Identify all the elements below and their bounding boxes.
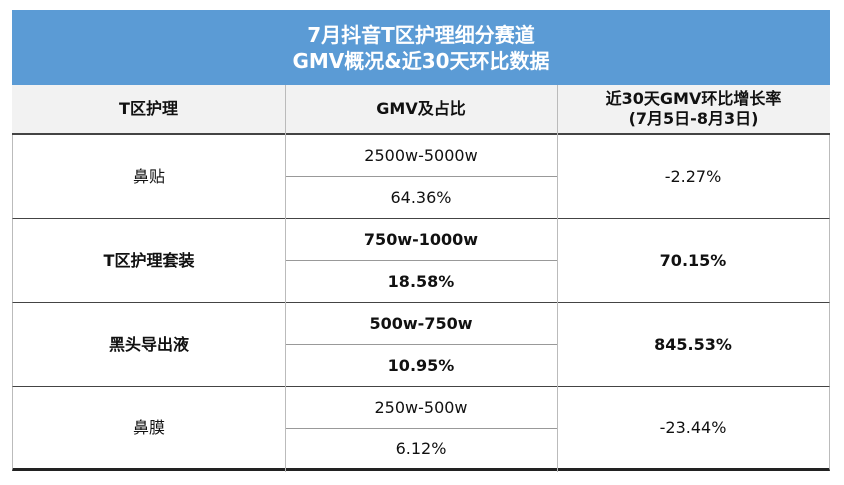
header-line: (7月5日-8月3日): [628, 109, 759, 128]
growth-rate: 845.53%: [557, 303, 830, 387]
column-header: T区护理: [12, 85, 285, 135]
growth-rate: -2.27%: [557, 135, 830, 219]
table: 7月抖音T区护理细分赛道 GMV概况&近30天环比数据 T区护理 GMV及占比 …: [12, 10, 830, 472]
row-name: 鼻膜: [12, 387, 285, 471]
gmv-share: 10.95%: [285, 345, 557, 387]
growth-rate: -23.44%: [557, 387, 830, 471]
growth-rate: 70.15%: [557, 219, 830, 303]
column-header: 近30天GMV环比增长率 (7月5日-8月3日): [557, 85, 830, 135]
gmv-range: 250w-500w: [285, 387, 557, 429]
row-name: T区护理套装: [12, 219, 285, 303]
title-line: 7月抖音T区护理细分赛道: [307, 22, 535, 47]
title: 7月抖音T区护理细分赛道 GMV概况&近30天环比数据: [12, 10, 830, 85]
header-line: 近30天GMV环比增长率: [605, 89, 782, 108]
row-name: 黑头导出液: [12, 303, 285, 387]
gmv-range: 2500w-5000w: [285, 135, 557, 177]
gmv-share: 64.36%: [285, 177, 557, 219]
column-divider: [285, 85, 286, 472]
gmv-share: 6.12%: [285, 429, 557, 471]
gmv-range: 750w-1000w: [285, 219, 557, 261]
column-header: GMV及占比: [285, 85, 557, 135]
gmv-share: 18.58%: [285, 261, 557, 303]
gmv-range: 500w-750w: [285, 303, 557, 345]
row-name: 鼻贴: [12, 135, 285, 219]
column-divider: [557, 85, 558, 472]
title-line: GMV概况&近30天环比数据: [292, 48, 550, 73]
